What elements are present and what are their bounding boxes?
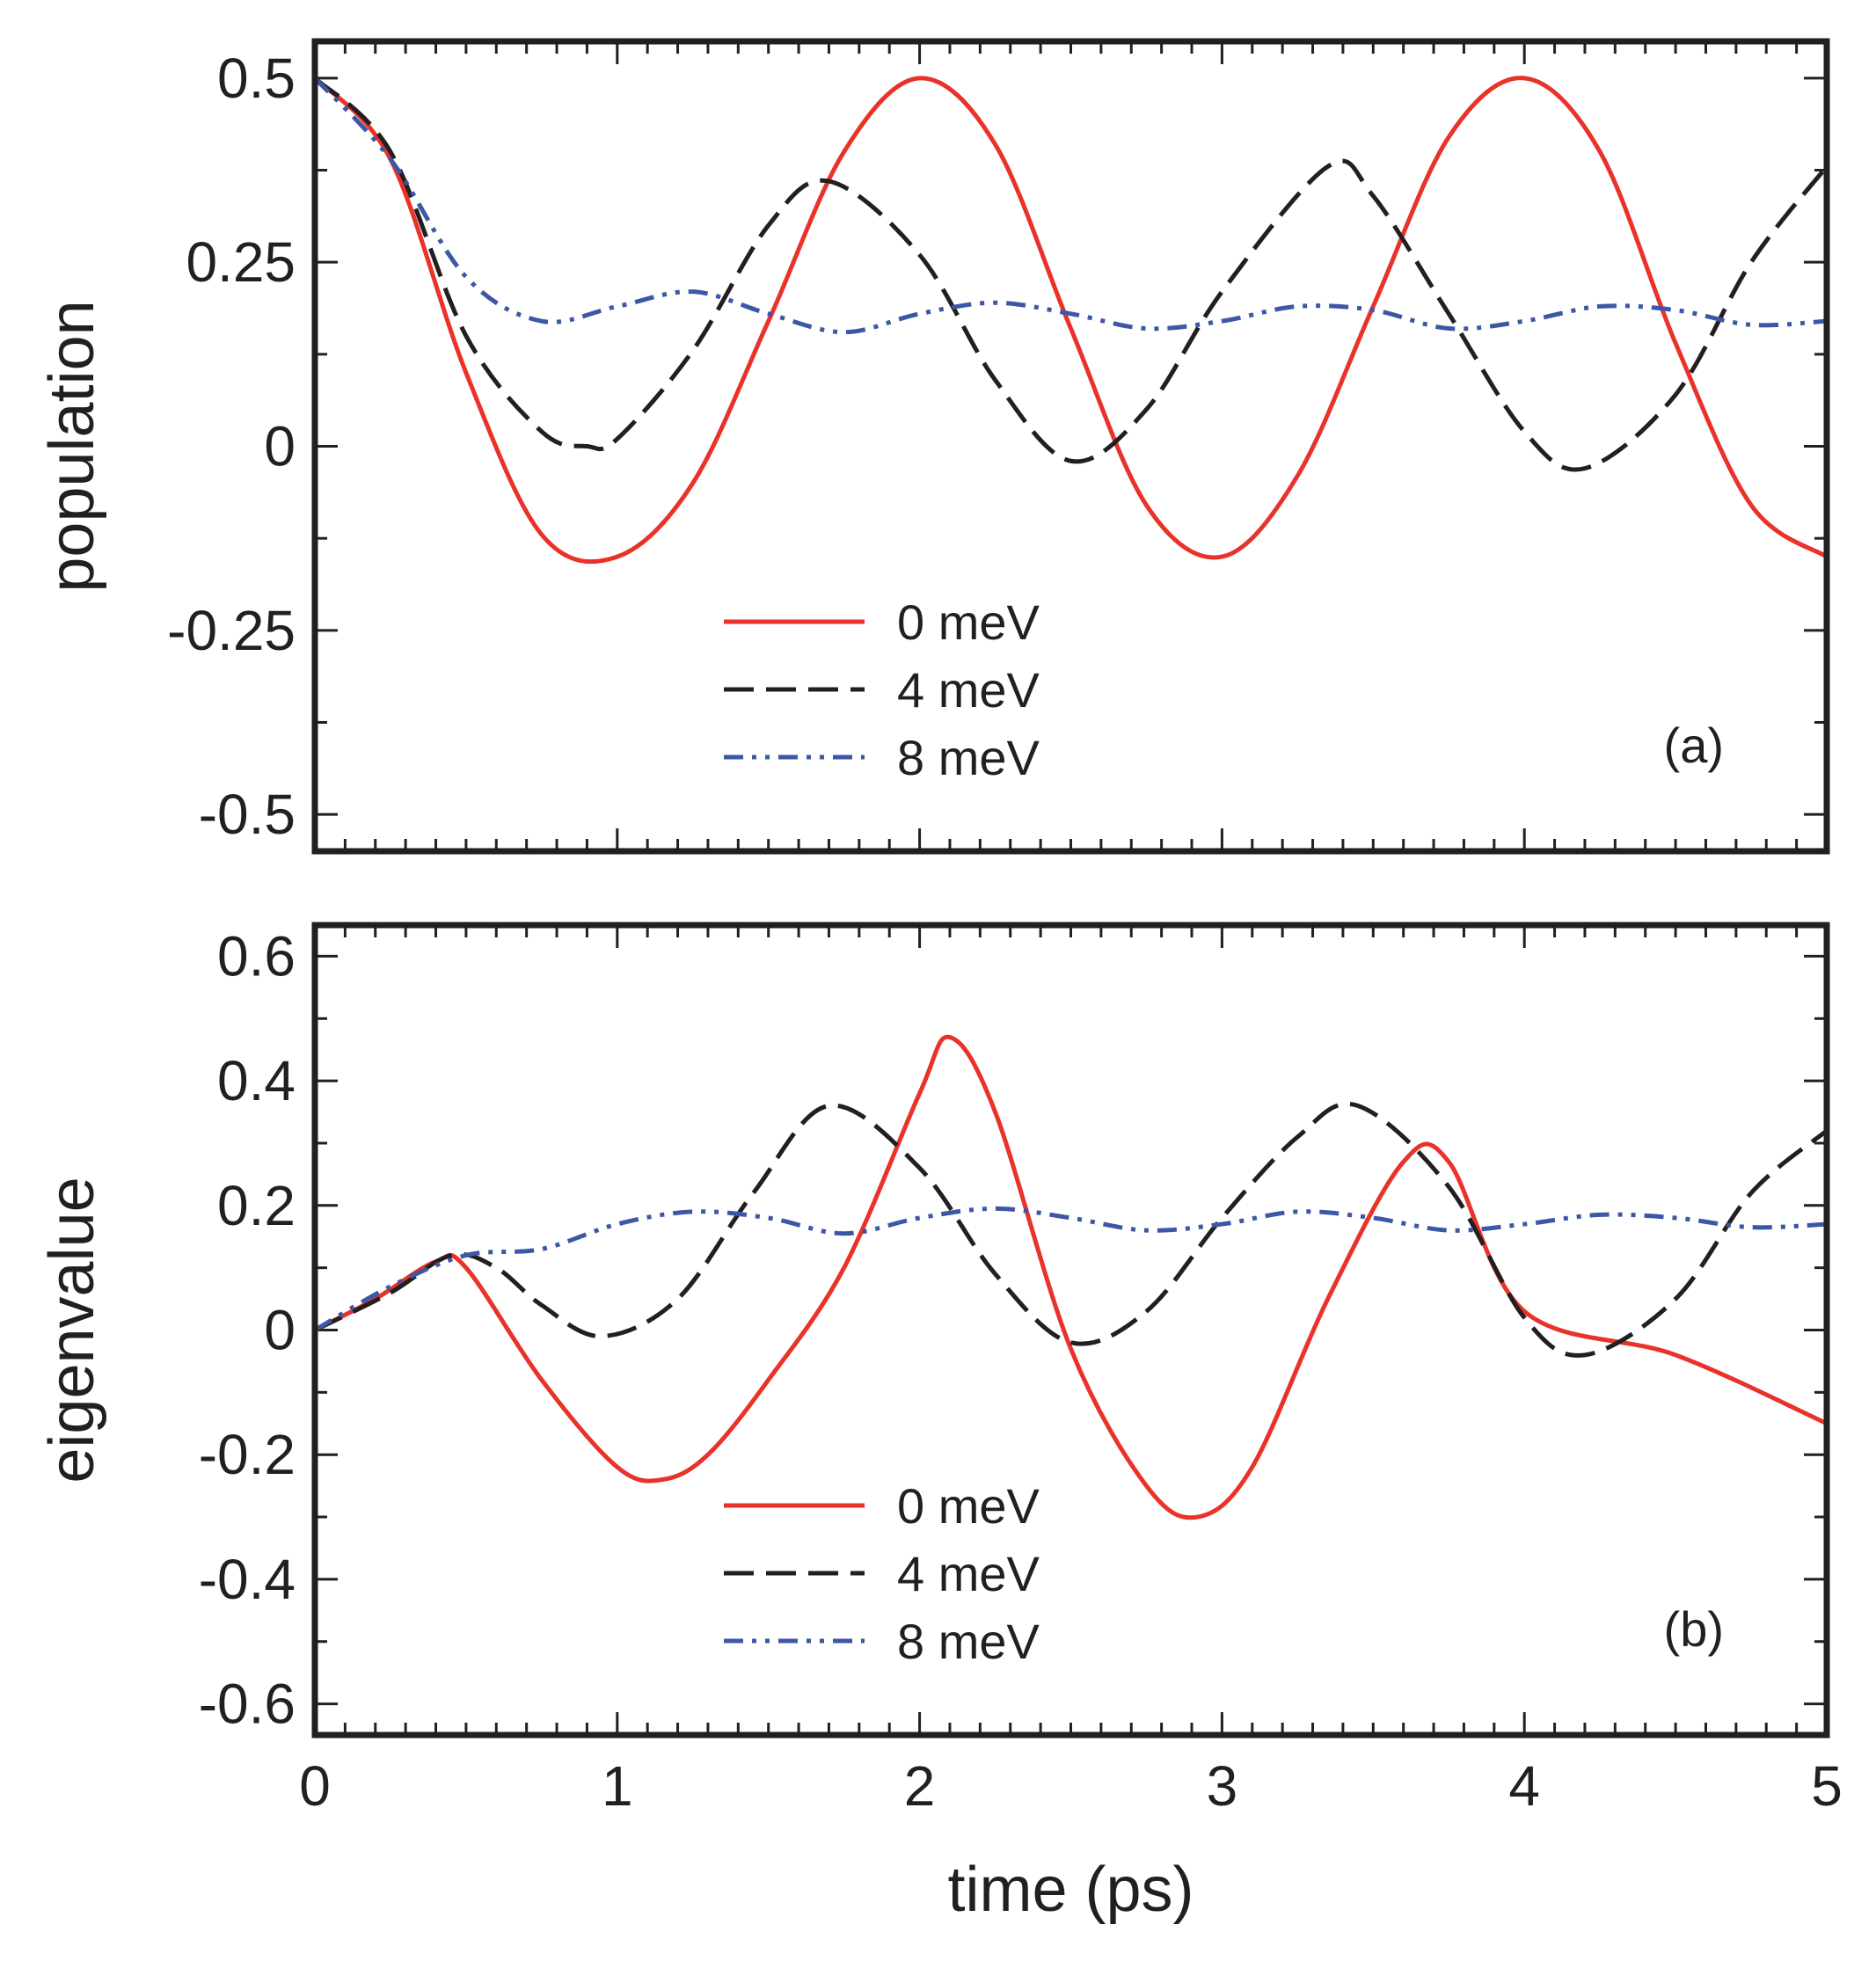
series-line-0-meV xyxy=(315,1034,1827,1520)
x-tick-label: 0 xyxy=(299,1754,331,1818)
series-line-0-meV xyxy=(315,76,1827,565)
y-tick-label: 0.2 xyxy=(217,1174,296,1237)
x-axis-title: time (ps) xyxy=(947,1855,1193,1925)
plot-frame xyxy=(311,922,1830,1739)
legend: 0 meV 4 meV 8 meV xyxy=(724,1478,1040,1669)
y-tick-label: 0.25 xyxy=(186,230,296,294)
y-tick-label: -0.25 xyxy=(167,599,296,662)
y-tick-label: 0 xyxy=(264,1299,296,1362)
legend-label: 0 meV xyxy=(897,1478,1040,1534)
y-tick-label: 0.5 xyxy=(217,47,296,110)
y-axis-title: population xyxy=(37,300,107,592)
series-line-4-meV xyxy=(315,1101,1827,1358)
y-axis-title: eigenvalue xyxy=(37,1177,107,1483)
x-tick-label: 4 xyxy=(1508,1754,1540,1818)
legend-label: 0 meV xyxy=(897,594,1040,650)
x-tick-label: 5 xyxy=(1811,1754,1843,1818)
x-tick-label: 1 xyxy=(602,1754,633,1818)
panel-b: 0.60.40.20-0.2-0.4-0.60 1 2 3 4 5eigenvalueti… xyxy=(37,922,1843,1925)
legend-label: 4 meV xyxy=(897,662,1040,718)
legend-label: 4 meV xyxy=(897,1546,1040,1601)
y-tick-label: -0.6 xyxy=(199,1673,296,1736)
y-tick-label: 0.4 xyxy=(217,1049,296,1112)
x-tick-label: 2 xyxy=(904,1754,936,1818)
plot-frame xyxy=(311,38,1830,855)
legend-label: 8 meV xyxy=(897,1614,1040,1669)
y-tick-label: 0 xyxy=(264,415,296,478)
y-tick-label: 0.6 xyxy=(217,924,296,988)
legend-label: 8 meV xyxy=(897,730,1040,785)
x-tick-label: 3 xyxy=(1207,1754,1238,1818)
series-line-8-meV xyxy=(315,77,1827,335)
y-tick-label: -0.5 xyxy=(199,783,296,846)
series-line-4-meV xyxy=(315,77,1827,472)
y-tick-label: -0.2 xyxy=(199,1423,296,1486)
legend: 0 meV 4 meV 8 meV xyxy=(724,594,1040,785)
panel-a: 0.5 0.25 0 -0.25 -0.5 population 0 meV 4 meV 8 m… xyxy=(37,38,1830,855)
panel-label: (a) xyxy=(1664,718,1724,773)
y-tick-label: -0.4 xyxy=(199,1548,296,1611)
series-line-8-meV xyxy=(315,1206,1827,1332)
panel-label: (b) xyxy=(1664,1601,1724,1657)
